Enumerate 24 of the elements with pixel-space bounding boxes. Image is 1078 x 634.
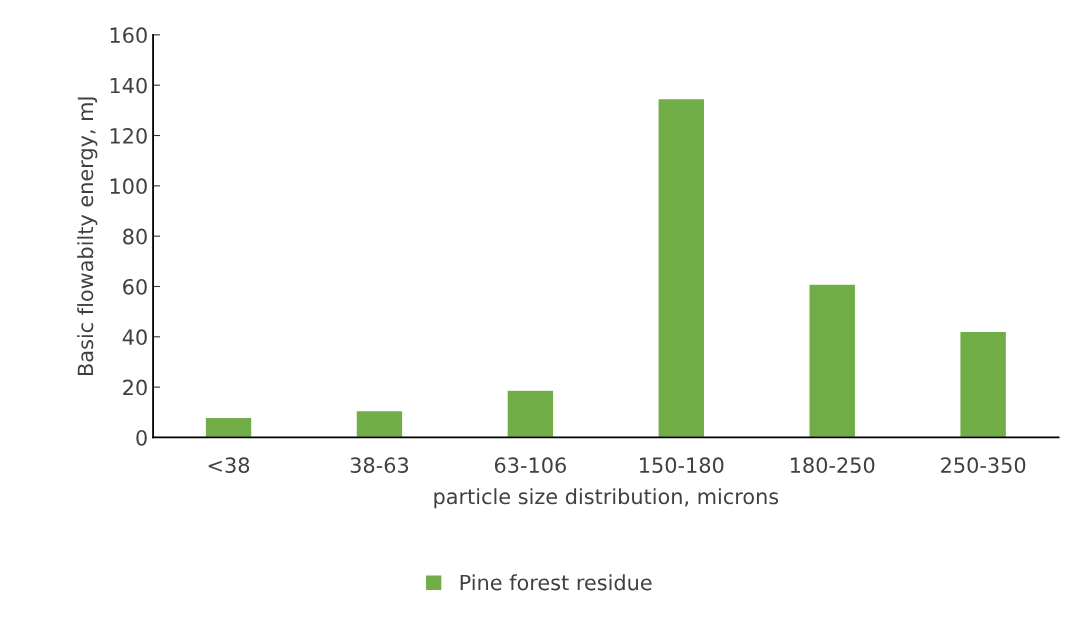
y-tick-label: 160	[110, 27, 147, 44]
x-tick-label: 180-250	[790, 457, 875, 474]
y-tick-label: 140	[110, 77, 147, 94]
y-axis-title: Basic flowabilty energy, mJ	[77, 97, 98, 375]
y-tick-label: 100	[110, 178, 147, 195]
y-tick-label: 80	[123, 228, 147, 245]
y-tick-label: 20	[123, 379, 147, 396]
y-tick-label: 40	[122, 329, 147, 346]
x-tick-label: <38	[208, 457, 250, 474]
bar	[959, 330, 1008, 438]
x-tick-label: 38-63	[350, 457, 409, 474]
y-tick-label: 120	[110, 127, 147, 144]
legend-label: Pine forest residue	[460, 574, 652, 591]
y-tick-label: 0	[136, 429, 147, 446]
bar	[355, 409, 404, 438]
x-tick-label: 250-350	[941, 457, 1026, 474]
bar	[657, 97, 706, 438]
bar	[506, 389, 555, 438]
bar	[808, 283, 857, 438]
bar	[204, 416, 253, 438]
x-tick-label: 63-106	[494, 457, 566, 474]
x-tick-label: 150-180	[640, 457, 724, 474]
x-axis-title: particle size distribution, microns	[434, 488, 779, 509]
y-tick-label: 60	[123, 278, 147, 295]
